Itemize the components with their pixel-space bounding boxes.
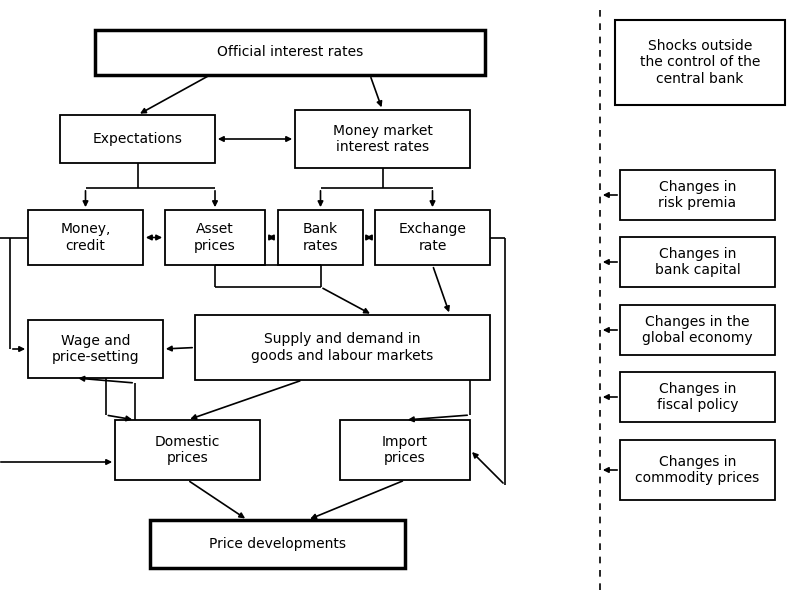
Text: Asset
prices: Asset prices <box>194 222 236 252</box>
Bar <box>620 305 775 355</box>
Bar <box>28 320 163 378</box>
Bar <box>620 170 775 220</box>
Text: Supply and demand in
goods and labour markets: Supply and demand in goods and labour ma… <box>251 332 434 362</box>
Text: Wage and
price-setting: Wage and price-setting <box>52 334 139 364</box>
Text: Changes in
commodity prices: Changes in commodity prices <box>635 455 760 485</box>
Bar <box>615 20 785 105</box>
Bar <box>295 110 470 168</box>
Bar <box>115 420 260 480</box>
Text: Import
prices: Import prices <box>382 435 428 465</box>
Bar <box>195 315 490 380</box>
Text: Bank
rates: Bank rates <box>302 222 338 252</box>
Text: Price developments: Price developments <box>209 537 346 551</box>
Bar <box>620 237 775 287</box>
Text: Changes in
fiscal policy: Changes in fiscal policy <box>657 382 738 412</box>
Bar <box>340 420 470 480</box>
Text: Changes in
bank capital: Changes in bank capital <box>654 247 740 277</box>
Bar <box>95 30 485 75</box>
Bar <box>60 115 215 163</box>
Bar <box>150 520 405 568</box>
Text: Changes in the
global economy: Changes in the global economy <box>642 315 753 345</box>
Text: Expectations: Expectations <box>93 132 182 146</box>
Text: Official interest rates: Official interest rates <box>217 45 363 59</box>
Text: Shocks outside
the control of the
central bank: Shocks outside the control of the centra… <box>640 39 760 86</box>
Bar <box>28 210 143 265</box>
Text: Changes in
risk premia: Changes in risk premia <box>658 180 737 210</box>
Text: Money market
interest rates: Money market interest rates <box>333 124 433 154</box>
Text: Domestic
prices: Domestic prices <box>155 435 220 465</box>
Bar <box>375 210 490 265</box>
Bar <box>620 440 775 500</box>
Text: Exchange
rate: Exchange rate <box>398 222 466 252</box>
Text: Money,
credit: Money, credit <box>60 222 110 252</box>
Bar <box>278 210 363 265</box>
Bar <box>620 372 775 422</box>
Bar <box>165 210 265 265</box>
